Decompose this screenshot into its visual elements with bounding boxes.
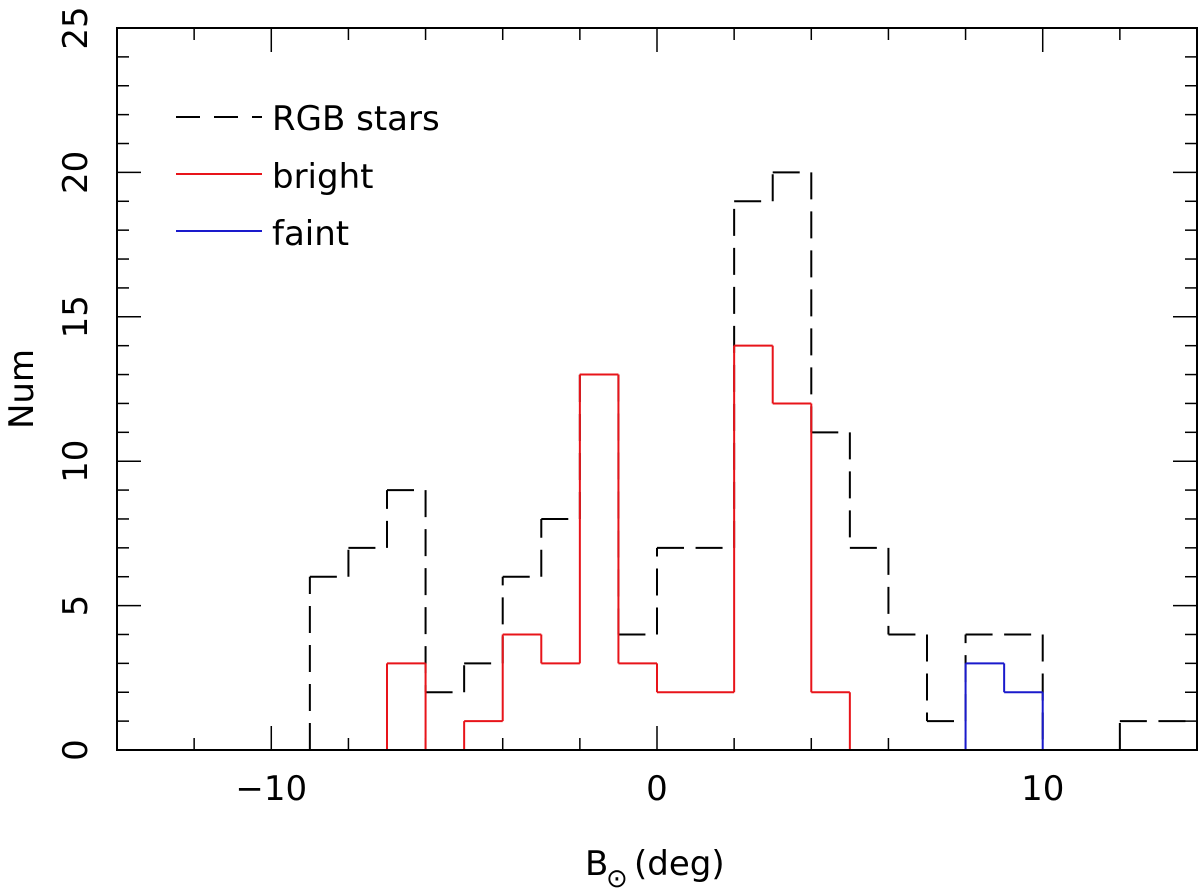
legend-label-bright: bright <box>272 157 373 197</box>
y-axis-label: Num <box>2 349 42 429</box>
series-layer <box>117 171 1197 751</box>
y-tick-label: 25 <box>56 6 96 49</box>
y-tick-label: 15 <box>56 295 96 338</box>
y-tick-label: 0 <box>56 739 96 761</box>
x-tick-label: 0 <box>646 769 668 809</box>
series-rgb-stars <box>308 171 1197 750</box>
legend-label-faint: faint <box>272 214 349 254</box>
y-tick-label: 10 <box>56 440 96 483</box>
tick-labels: −10 0 10 0 5 10 15 20 25 <box>56 6 1064 809</box>
legend-label-rgb-stars: RGB stars <box>272 99 440 139</box>
series-faint <box>964 662 1044 750</box>
x-axis-label: B ⊙ (deg) <box>585 844 725 890</box>
x-axis-label-unit: (deg) <box>634 844 725 884</box>
x-axis-label-main: B <box>585 844 608 884</box>
y-tick-label: 5 <box>56 595 96 617</box>
minor-ticks <box>116 28 1198 750</box>
y-tick-label: 20 <box>56 151 96 194</box>
legend: RGB stars bright faint <box>176 99 440 254</box>
x-axis-label-sun-symbol: ⊙ <box>606 864 628 890</box>
x-tick-label: 10 <box>1021 769 1064 809</box>
x-tick-label: −10 <box>235 769 307 809</box>
series-bright <box>386 344 851 750</box>
